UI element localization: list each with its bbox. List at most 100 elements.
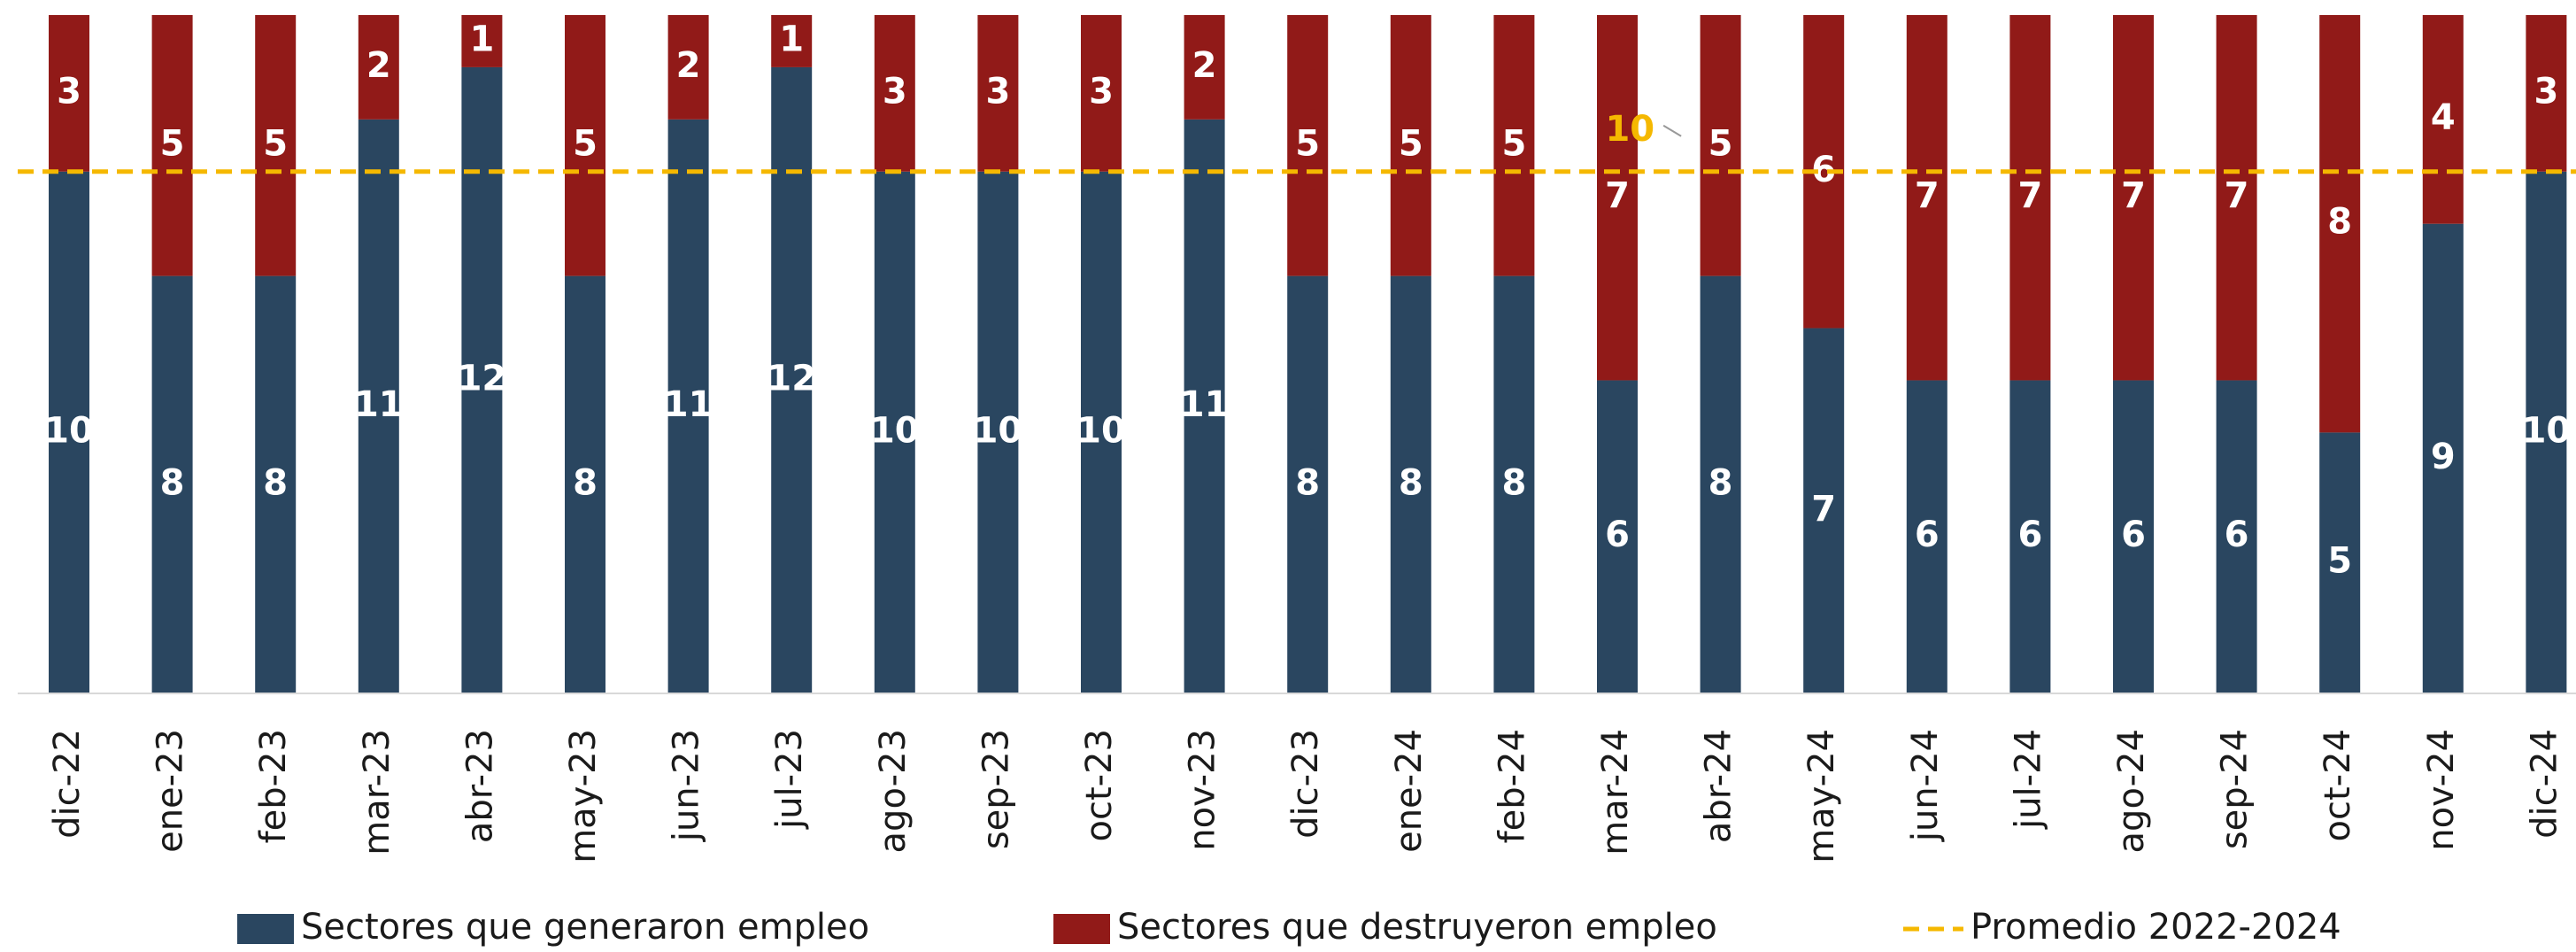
value-label: 8 — [263, 462, 288, 503]
bar-segment — [977, 15, 1019, 172]
bar-segment — [358, 119, 399, 693]
value-label: 2 — [1192, 45, 1217, 86]
legend-label: Promedio 2022-2024 — [1971, 907, 2341, 948]
bar-segment — [1081, 171, 1122, 693]
value-label: 10 — [974, 410, 1023, 451]
x-tick-label: jun-23 — [667, 729, 707, 842]
x-tick-label: abr-24 — [1699, 729, 1739, 843]
bar-segment — [2319, 432, 2361, 693]
x-tick-label: mar-24 — [1595, 729, 1636, 855]
bar-segment — [874, 15, 915, 172]
value-label: 5 — [1501, 123, 1526, 164]
value-label: 5 — [2327, 541, 2352, 582]
legend-swatch — [237, 914, 294, 944]
bar-segment — [2009, 15, 2051, 381]
bar-segment — [2422, 15, 2464, 224]
average-label: 10 — [1605, 109, 1654, 150]
bar-segment — [2319, 15, 2361, 433]
value-label: 6 — [2121, 515, 2146, 555]
bar-segment — [1597, 15, 1638, 381]
x-tick-label: jul-24 — [2008, 729, 2048, 830]
value-label: 10 — [2522, 410, 2572, 451]
x-tick-label: dic-23 — [1285, 729, 1326, 839]
bar-segment — [255, 15, 297, 276]
bar-segment — [358, 15, 399, 120]
bar-segment — [1390, 275, 1431, 693]
bar-segment — [1597, 380, 1638, 693]
bar-segment — [977, 171, 1019, 693]
x-tick-label: nov-24 — [2421, 729, 2462, 851]
bar-segment — [2526, 15, 2567, 172]
legend-label: Sectores que generaron empleo — [301, 907, 869, 948]
value-label: 11 — [1180, 384, 1230, 425]
bar-segment — [667, 15, 709, 120]
bar-segment — [667, 119, 709, 693]
bar-segment — [1493, 275, 1535, 693]
value-label: 1 — [779, 19, 804, 59]
x-tick-label: dic-24 — [2524, 729, 2564, 839]
bar-segment — [1184, 119, 1225, 693]
value-label: 6 — [2017, 515, 2042, 555]
bar-segment — [49, 171, 89, 693]
value-label: 12 — [767, 358, 816, 399]
value-label: 1 — [469, 19, 494, 59]
value-label: 11 — [664, 384, 713, 425]
legend-label: Sectores que destruyeron empleo — [1117, 907, 1717, 948]
value-label: 3 — [883, 71, 907, 112]
bar-segment — [1390, 15, 1431, 276]
bar-segment — [2113, 15, 2154, 381]
bar-segment — [1287, 15, 1329, 276]
leader-line — [1662, 124, 1682, 137]
x-tick-label: ene-23 — [150, 729, 191, 853]
value-label: 3 — [57, 71, 81, 112]
x-tick-label: jul-23 — [769, 729, 810, 830]
x-tick-label: may-24 — [1801, 729, 1842, 863]
x-tick-label: ago-24 — [2111, 729, 2152, 853]
value-label: 7 — [1811, 489, 1836, 530]
value-label: 3 — [2534, 71, 2558, 112]
value-label: 11 — [354, 384, 404, 425]
bar-segment — [151, 275, 193, 693]
legend-swatch — [1053, 914, 1110, 944]
x-tick-label: dic-22 — [47, 729, 88, 839]
bar-segment — [461, 15, 503, 67]
x-tick-label: sep-23 — [976, 729, 1016, 849]
x-tick-label: jun-24 — [1905, 729, 1946, 842]
value-label: 6 — [1605, 515, 1630, 555]
x-tick-label: feb-23 — [253, 729, 294, 843]
value-label: 4 — [2431, 97, 2456, 138]
bar-segment — [1906, 15, 1947, 381]
x-tick-label: oct-23 — [1079, 729, 1120, 841]
bar-segment — [2216, 15, 2257, 381]
bar-segment — [2113, 380, 2154, 693]
bar-segment — [1803, 328, 1845, 693]
value-label: 5 — [1399, 123, 1423, 164]
bar-segment — [1700, 15, 1741, 276]
value-label: 5 — [573, 123, 598, 164]
value-label: 12 — [458, 358, 507, 399]
bar-segment — [1081, 15, 1122, 172]
x-tick-label: abr-23 — [459, 729, 500, 843]
x-tick-label: ene-24 — [1389, 729, 1430, 853]
value-label: 8 — [573, 462, 598, 503]
bar-segment — [2526, 171, 2567, 693]
bar-segment — [2422, 223, 2464, 693]
bar-segment — [565, 275, 605, 693]
bar-segment — [1493, 15, 1535, 276]
value-label: 8 — [1708, 462, 1733, 503]
value-label: 7 — [1605, 175, 1630, 216]
value-label: 7 — [2121, 175, 2146, 216]
bar-segment — [2216, 380, 2257, 693]
bar-segment — [771, 15, 813, 67]
x-tick-label: ago-23 — [873, 729, 914, 853]
value-label: 8 — [2327, 202, 2352, 243]
value-label: 10 — [870, 410, 920, 451]
value-label: 8 — [1501, 462, 1526, 503]
value-label: 5 — [263, 123, 288, 164]
x-tick-label: feb-24 — [1492, 729, 1532, 843]
value-label: 3 — [1089, 71, 1114, 112]
x-tick-label: nov-23 — [1183, 729, 1223, 851]
value-label: 7 — [1915, 175, 1940, 216]
value-label: 6 — [2225, 515, 2249, 555]
